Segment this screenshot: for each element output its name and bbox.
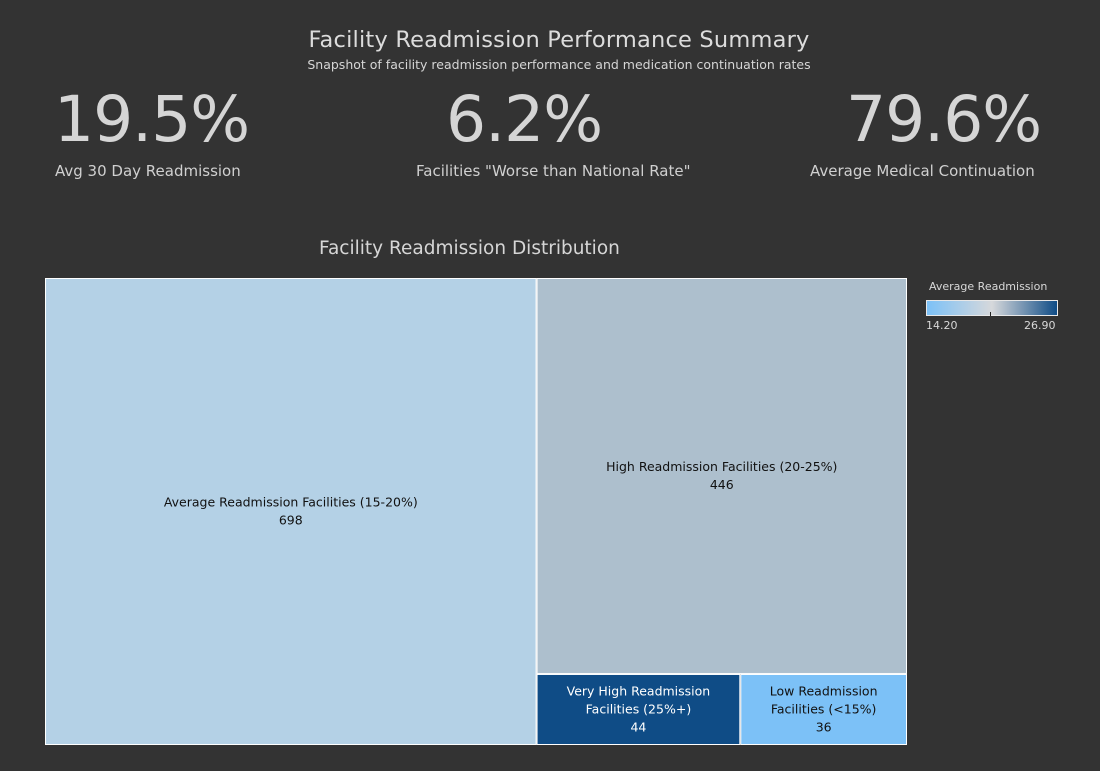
treemap-value-label: 446 xyxy=(710,477,734,492)
treemap-cell-high-readmission-facilities-20-25[interactable]: High Readmission Facilities (20-25%) 446 xyxy=(536,278,907,674)
treemap-value-label: 36 xyxy=(816,719,832,734)
kpi-avg-readmission-value: 19.5% xyxy=(54,83,250,156)
kpi-worse-than-national-label: Facilities "Worse than National Rate" xyxy=(416,162,691,180)
kpi-medical-continuation-label: Average Medical Continuation xyxy=(810,162,1035,180)
page-subtitle: Snapshot of facility readmission perform… xyxy=(307,57,811,72)
treemap-rect[interactable] xyxy=(536,673,741,745)
treemap-cell-low-readmission-facilities-15[interactable]: Low Readmission Facilities (<15%) 36 xyxy=(740,673,907,745)
legend-min-label: 14.20 xyxy=(926,319,958,332)
treemap-category-label: Very High Readmission xyxy=(567,683,711,698)
legend-max-label: 26.90 xyxy=(1024,319,1056,332)
kpi-medical-continuation-value: 79.6% xyxy=(846,83,1042,156)
treemap-category-label: Average Readmission Facilities (15-20%) xyxy=(164,495,418,510)
treemap-cell-very-high-readmission-facilities-25[interactable]: Very High Readmission Facilities (25%+) 44 xyxy=(536,673,741,745)
kpi-worse-than-national-value: 6.2% xyxy=(446,83,603,156)
treemap-category-label: Low Readmission xyxy=(770,683,878,698)
kpi-avg-readmission-label: Avg 30 Day Readmission xyxy=(55,162,241,180)
legend-midpoint-tick xyxy=(990,312,991,316)
treemap-chart: Average Readmission Facilities (15-20%) 6… xyxy=(45,278,907,745)
treemap-rect[interactable] xyxy=(45,278,537,745)
treemap-category-label: Facilities (25%+) xyxy=(586,701,692,716)
treemap-rect[interactable] xyxy=(740,673,907,745)
page-title: Facility Readmission Performance Summary xyxy=(308,27,810,53)
treemap-value-label: 44 xyxy=(630,719,646,734)
chart-title: Facility Readmission Distribution xyxy=(319,238,620,259)
treemap-value-label: 698 xyxy=(279,513,303,528)
treemap-rect[interactable] xyxy=(536,278,907,674)
treemap-cell-average-readmission-facilities-15-20[interactable]: Average Readmission Facilities (15-20%) 6… xyxy=(45,278,537,745)
legend-title: Average Readmission xyxy=(929,280,1048,293)
treemap-category-label: Facilities (<15%) xyxy=(771,701,877,716)
treemap-category-label: High Readmission Facilities (20-25%) xyxy=(606,459,837,474)
color-legend-gradient xyxy=(926,300,1058,316)
